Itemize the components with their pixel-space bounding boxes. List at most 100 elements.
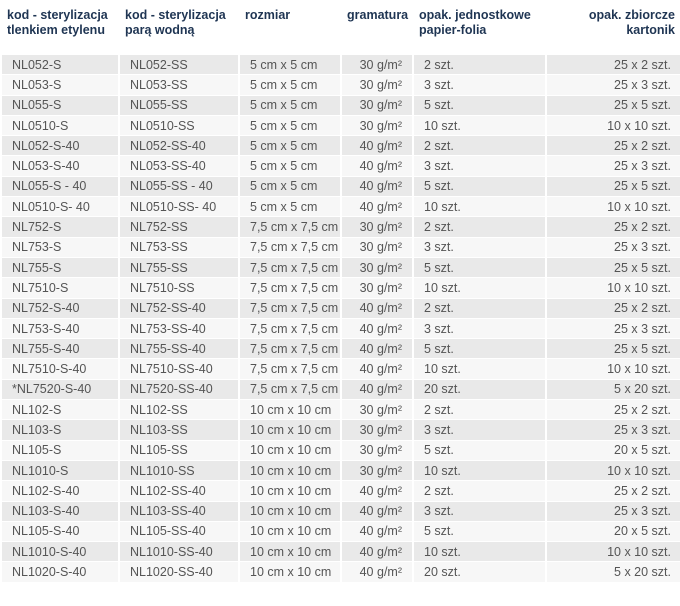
table-cell: NL7510-SS: [118, 277, 239, 299]
table-cell: 5 szt.: [412, 175, 546, 197]
table-row: NL102-S NL102-SS 10 cm x 10 cm 30 g/m² 2 szt…: [0, 399, 680, 420]
table-cell: 40 g/m²: [340, 358, 413, 380]
table-row: NL752-S-40 NL752-SS-40 7,5 cm x 7,5 cm 40 g…: [0, 297, 680, 319]
table-row: NL755-S-40 NL755-SS-40 7,5 cm x 7,5 cm 40 g…: [0, 338, 680, 359]
header-row: kod - sterylizacja tlenkiem etylenu kod -…: [1, 6, 680, 55]
table-cell: 10 x 10 szt.: [545, 358, 680, 380]
table-row: NL102-S-40 NL102-SS-40 10 cm x 10 cm 40 g/m…: [0, 480, 680, 502]
table-cell: 30 g/m²: [340, 419, 413, 441]
column-header: opak. jednostkowe papier-folia: [419, 8, 531, 37]
table-row: NL052-S NL052-SS 5 cm x 5 cm 30 g/m² 2 szt. 2…: [0, 53, 680, 75]
column-header: kod - sterylizacja parą wodną: [125, 8, 226, 37]
table-cell: NL752-SS: [118, 216, 239, 238]
table-cell: 10 cm x 10 cm: [238, 520, 341, 542]
table-row: NL1020-S-40 NL1020-SS-40 10 cm x 10 cm 40 g…: [0, 561, 680, 582]
table-row: NL105-S-40 NL105-SS-40 10 cm x 10 cm 40 g/m…: [0, 520, 680, 542]
table-cell: 5 cm x 5 cm: [238, 196, 341, 217]
table-cell: NL7520-SS-40: [118, 378, 239, 400]
table-cell: 10 x 10 szt.: [545, 196, 680, 217]
table-cell: NL055-SS - 40: [118, 175, 239, 197]
table-cell: 20 szt.: [412, 561, 546, 582]
table-cell: 30 g/m²: [340, 74, 413, 96]
table-cell: 7,5 cm x 7,5 cm: [238, 358, 341, 380]
table-cell: NL103-S-40: [0, 500, 119, 522]
table-cell: 5 szt.: [412, 338, 546, 359]
table-cell: NL1020-SS-40: [118, 561, 239, 582]
table-cell: 20 x 5 szt.: [545, 520, 680, 542]
table-cell: 25 x 2 szt.: [545, 135, 680, 156]
table-cell: 30 g/m²: [340, 216, 413, 238]
table-cell: 25 x 3 szt.: [545, 317, 680, 339]
table-cell: 30 g/m²: [340, 114, 413, 136]
page: kod - sterylizacja tlenkiem etylenu kod -…: [0, 6, 680, 606]
table-row: NL053-S-40 NL053-SS-40 5 cm x 5 cm 40 g/m² 3…: [0, 155, 680, 177]
table-cell: NL105-S-40: [0, 520, 119, 542]
table-row: NL753-S-40 NL753-SS-40 7,5 cm x 7,5 cm 40 g…: [0, 317, 680, 339]
table-cell: NL053-S-40: [0, 155, 119, 177]
table-row: NL105-S NL105-SS 10 cm x 10 cm 30 g/m² 5 szt…: [0, 439, 680, 461]
table-cell: 10 szt.: [412, 541, 546, 562]
table-cell: 25 x 3 szt.: [545, 419, 680, 441]
table-cell: 10 x 10 szt.: [545, 541, 680, 562]
column-header: kod - sterylizacja tlenkiem etylenu: [7, 8, 108, 37]
table-cell: NL053-SS-40: [118, 155, 239, 177]
table-cell: 20 x 5 szt.: [545, 439, 680, 461]
table-cell: NL0510-SS: [118, 114, 239, 136]
table-cell: NL1010-S: [0, 459, 119, 481]
table-cell: 40 g/m²: [340, 378, 413, 400]
table-cell: NL052-S-40: [0, 135, 119, 156]
table-cell: 3 szt.: [412, 155, 546, 177]
table-cell: 30 g/m²: [340, 277, 413, 299]
table-cell: 10 x 10 szt.: [545, 277, 680, 299]
table-cell: 30 g/m²: [340, 94, 413, 116]
table-cell: NL7510-S-40: [0, 358, 119, 380]
table-cell: 10 szt.: [412, 196, 546, 217]
table-cell: 40 g/m²: [340, 480, 413, 502]
table-cell: 2 szt.: [412, 216, 546, 238]
table-cell: 5 cm x 5 cm: [238, 94, 341, 116]
table-cell: NL055-S: [0, 94, 119, 116]
table-cell: 25 x 3 szt.: [545, 155, 680, 177]
table-cell: 10 szt.: [412, 114, 546, 136]
table-row: NL1010-S NL1010-SS 10 cm x 10 cm 30 g/m² 10 …: [0, 459, 680, 481]
table-cell: 10 szt.: [412, 358, 546, 380]
table-cell: NL055-S - 40: [0, 175, 119, 197]
table-cell: 3 szt.: [412, 74, 546, 96]
table-cell: NL7510-SS-40: [118, 358, 239, 380]
table-cell: 30 g/m²: [340, 439, 413, 461]
table-cell: 25 x 5 szt.: [545, 94, 680, 116]
table-cell: NL753-SS: [118, 236, 239, 258]
table-cell: 25 x 2 szt.: [545, 399, 680, 420]
table-row: NL0510-S- 40 NL0510-SS- 40 5 cm x 5 cm 40 g…: [0, 196, 680, 217]
table-cell: 40 g/m²: [340, 520, 413, 542]
column-header: rozmiar: [245, 8, 291, 22]
product-table: kod - sterylizacja tlenkiem etylenu kod -…: [0, 6, 680, 582]
table-cell: NL105-SS-40: [118, 520, 239, 542]
table-cell: 7,5 cm x 7,5 cm: [238, 338, 341, 359]
table-cell: 5 cm x 5 cm: [238, 155, 341, 177]
table-cell: 40 g/m²: [340, 175, 413, 197]
table-cell: NL0510-S: [0, 114, 119, 136]
table-cell: NL755-SS-40: [118, 338, 239, 359]
table-cell: 2 szt.: [412, 135, 546, 156]
table-cell: 30 g/m²: [340, 459, 413, 481]
table-cell: 25 x 3 szt.: [545, 74, 680, 96]
table-cell: NL755-SS: [118, 256, 239, 278]
table-cell: NL102-SS: [118, 399, 239, 420]
table-cell: NL752-S-40: [0, 297, 119, 319]
table-cell: 10 x 10 szt.: [545, 459, 680, 481]
column-header: opak. zbiorcze kartonik: [588, 8, 675, 37]
table-cell: 2 szt.: [412, 53, 546, 75]
table-cell: NL0510-SS- 40: [118, 196, 239, 217]
table-cell: NL102-S-40: [0, 480, 119, 502]
table-cell: NL755-S-40: [0, 338, 119, 359]
table-cell: 40 g/m²: [340, 317, 413, 339]
table-cell: 40 g/m²: [340, 561, 413, 582]
table-cell: 7,5 cm x 7,5 cm: [238, 256, 341, 278]
table-cell: 5 szt.: [412, 520, 546, 542]
table-cell: 5 x 20 szt.: [545, 378, 680, 400]
table-cell: NL752-SS-40: [118, 297, 239, 319]
table-cell: NL102-S: [0, 399, 119, 420]
table-cell: NL052-SS-40: [118, 135, 239, 156]
table-cell: NL753-S: [0, 236, 119, 258]
